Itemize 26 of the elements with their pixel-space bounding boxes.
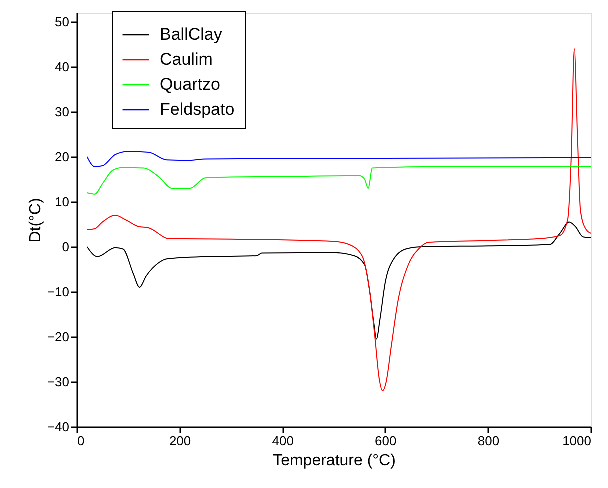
x-tick-label: 600: [375, 434, 397, 448]
x-tick-label: 400: [272, 434, 294, 448]
y-axis-title: Dt(°C): [27, 198, 44, 243]
y-tick-label: −20: [47, 330, 70, 344]
y-tick-label: 0: [62, 240, 70, 254]
x-tick-label: 1000: [562, 434, 592, 448]
x-axis-title: Temperature (°C): [273, 452, 396, 470]
x-tick-label: 0: [78, 434, 85, 448]
legend-label: Caulim: [160, 50, 213, 69]
y-tick-label: −30: [47, 374, 70, 390]
y-tick-label: 30: [55, 104, 70, 120]
legend-label: BallClay: [160, 25, 223, 44]
y-tick-label: 10: [55, 194, 70, 210]
y-tick-label: 20: [55, 150, 70, 164]
y-tick-label: −10: [47, 284, 70, 300]
line-series: [86, 151, 592, 168]
y-tick-label: −40: [47, 420, 70, 434]
line-series: [86, 166, 592, 195]
x-tick-label: 200: [169, 434, 192, 448]
y-tick-label: 40: [55, 60, 70, 74]
legend-label: Quartzo: [160, 75, 220, 94]
line-series: [86, 222, 592, 340]
line-series: [86, 48, 592, 392]
y-tick-label: 50: [55, 14, 70, 30]
legend-label: Feldspato: [160, 100, 235, 119]
x-tick-label: 800: [478, 434, 500, 448]
